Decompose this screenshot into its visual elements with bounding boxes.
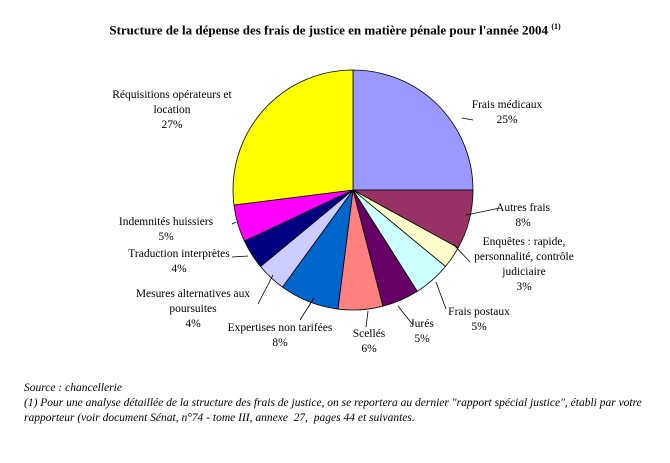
- pie-slices: [232, 69, 474, 311]
- slice-label: Frais postaux 5%: [448, 306, 510, 333]
- slice-label: Autres frais 8%: [496, 202, 550, 229]
- slice-label: Scellés 6%: [353, 328, 386, 355]
- leader-line: [365, 310, 369, 328]
- slice-label: Enquêtes : rapide, personnalité, contrôle…: [474, 236, 574, 293]
- slice-label: Traduction interprètes 4%: [128, 248, 230, 275]
- leader-line: [461, 117, 474, 121]
- pie-slice: [232, 69, 354, 206]
- slice-label: Mesures alternatives aux poursuites 4%: [136, 288, 251, 330]
- label-leader-lines: [231, 117, 501, 328]
- pie-slice: [352, 69, 474, 191]
- footer: Source : chancellerie (1) Pour une analy…: [24, 381, 654, 426]
- chart-title: Structure de la dépense des frais de jus…: [0, 22, 670, 38]
- leader-line: [299, 297, 315, 321]
- leader-line: [257, 274, 274, 305]
- source-note: Source : chancellerie: [24, 382, 122, 394]
- leader-line: [231, 255, 249, 258]
- leader-line: [452, 243, 471, 263]
- leader-line: [397, 305, 414, 326]
- leader-line: [231, 221, 237, 225]
- chart-title-footnote-mark: (1): [551, 22, 561, 31]
- slice-label: Indemnités huissiers 5%: [119, 216, 214, 243]
- pie-chart: Frais médicaux 25% Autres frais 8% Enquêtes …: [112, 69, 574, 355]
- slice-label: Expertises non tarifées 8%: [228, 322, 333, 349]
- slice-labels: Frais médicaux 25% Autres frais 8% Enquêtes …: [112, 89, 574, 355]
- footnote: (1) Pour une analyse détaillée de la str…: [24, 397, 645, 424]
- slice-label: Frais médicaux 25%: [472, 99, 543, 126]
- leader-line: [465, 207, 501, 216]
- chart-title-text: Structure de la dépense des frais de jus…: [109, 22, 549, 38]
- slice-label: Jurés 5%: [410, 318, 434, 345]
- slice-label: Réquisitions opérateurs et location 27%: [112, 89, 232, 131]
- leader-line: [435, 281, 447, 310]
